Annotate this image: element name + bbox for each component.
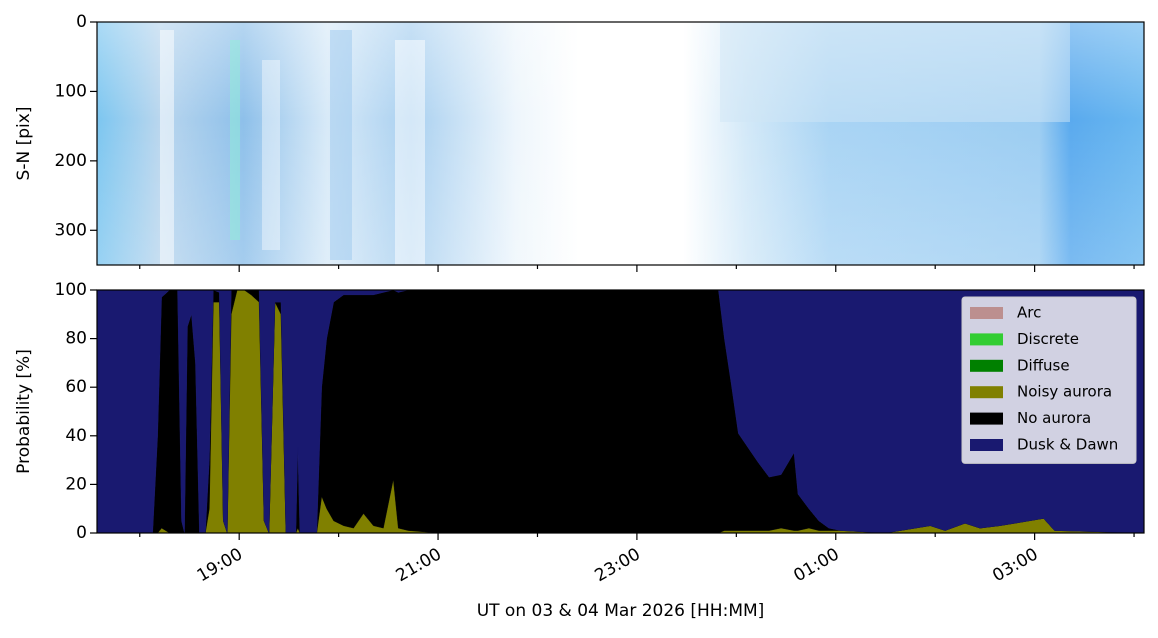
legend-label: Discrete bbox=[1017, 330, 1079, 348]
x-axis-label: UT on 03 & 04 Mar 2026 [HH:MM] bbox=[477, 601, 765, 621]
legend-swatch bbox=[970, 439, 1003, 451]
top-axes: 0 100 200 300 S-N [pix] bbox=[14, 12, 1135, 272]
legend: Arc Discrete Diffuse Noisy aurora No aurora D… bbox=[961, 296, 1137, 464]
x-tick-label: 03:00 bbox=[989, 544, 1041, 586]
top-frame bbox=[96, 21, 1145, 266]
legend-swatch bbox=[970, 333, 1003, 346]
y-tick-label: 20 bbox=[65, 474, 87, 494]
x-tick-label: 19:00 bbox=[194, 544, 246, 586]
y-axis-label: Probability [%] bbox=[14, 349, 34, 474]
y-tick-label: 0 bbox=[76, 523, 87, 543]
y-tick-label: 60 bbox=[65, 377, 87, 397]
y-axis-label: S-N [pix] bbox=[14, 107, 34, 181]
legend-label: Diffuse bbox=[1017, 356, 1070, 374]
y-tick-label: 100 bbox=[55, 81, 87, 101]
legend-swatch bbox=[970, 307, 1003, 319]
legend-label: Arc bbox=[1017, 304, 1041, 322]
y-tick-label: 100 bbox=[55, 280, 87, 300]
y-tick-label: 40 bbox=[65, 426, 87, 446]
y-tick-label: 0 bbox=[76, 12, 87, 32]
legend-swatch bbox=[970, 359, 1003, 372]
y-tick-label: 200 bbox=[55, 151, 87, 171]
legend-label: Noisy aurora bbox=[1017, 383, 1112, 401]
y-tick-label: 300 bbox=[55, 220, 87, 240]
legend-label: No aurora bbox=[1017, 409, 1091, 427]
y-tick-label: 80 bbox=[65, 329, 87, 349]
x-tick-label: 01:00 bbox=[790, 544, 842, 586]
legend-swatch bbox=[970, 386, 1003, 399]
x-tick-label: 23:00 bbox=[591, 544, 643, 586]
legend-swatch bbox=[970, 412, 1003, 425]
legend-label: Dusk & Dawn bbox=[1017, 436, 1118, 454]
x-tick-label: 21:00 bbox=[393, 544, 445, 586]
legend-box bbox=[961, 296, 1137, 464]
frame bbox=[96, 289, 1145, 534]
keogram-image bbox=[97, 22, 1144, 265]
